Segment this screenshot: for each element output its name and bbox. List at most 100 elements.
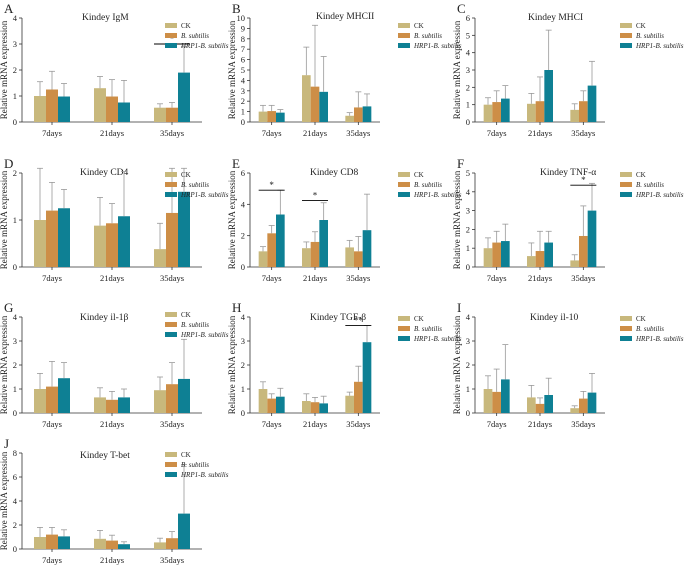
legend-label: HRP1-B. subtilis xyxy=(180,471,229,479)
chart-title: Kindey TGF-β xyxy=(310,313,366,323)
legend-label: HRP1-B. subtilis xyxy=(635,335,684,343)
legend-swatch xyxy=(620,182,632,187)
bar xyxy=(302,75,311,122)
y-tick-label: 5 xyxy=(241,65,245,75)
x-tick-label: 7days xyxy=(42,419,62,429)
panel-i: I Kindey il-10 Relative mRNA expression 0 1 2… xyxy=(452,300,684,429)
bar xyxy=(544,395,553,413)
bar xyxy=(492,102,501,122)
legend-swatch xyxy=(620,336,632,341)
y-tick-label: 5 xyxy=(466,30,470,40)
bar xyxy=(58,536,70,549)
legend-swatch xyxy=(165,23,177,28)
y-tick-label: 0 xyxy=(466,408,470,418)
legend-label: CK xyxy=(636,22,646,30)
y-tick-label: 2 xyxy=(241,231,245,241)
y-tick-label: 4 xyxy=(241,199,246,209)
bar xyxy=(354,381,363,413)
bar xyxy=(587,85,597,122)
legend-swatch xyxy=(165,462,177,467)
bar xyxy=(34,389,46,413)
bar xyxy=(166,107,178,122)
x-tick-label: 7days xyxy=(487,273,507,283)
bar xyxy=(587,210,597,267)
y-tick-label: 3 xyxy=(13,336,17,346)
bar xyxy=(492,391,501,413)
bar xyxy=(154,390,166,413)
bar xyxy=(118,102,130,122)
x-tick-label: 21days xyxy=(100,419,124,429)
bar xyxy=(354,251,363,267)
legend-label: B. subtilis xyxy=(636,325,664,333)
legend-label: HRP1-B. subtilis xyxy=(635,191,684,199)
bar xyxy=(166,384,178,413)
bar xyxy=(483,248,493,267)
bar xyxy=(258,251,268,267)
bar xyxy=(58,378,70,413)
bar xyxy=(544,70,553,122)
chart-title: Kindey TNF-α xyxy=(540,168,596,178)
legend-label: B. subtilis xyxy=(181,461,209,469)
bar xyxy=(527,397,536,413)
bar xyxy=(46,386,58,413)
bar xyxy=(58,208,70,267)
panel-letter: C xyxy=(457,1,466,16)
significance-label: ** xyxy=(354,315,364,325)
y-tick-label: 4 xyxy=(241,312,246,322)
legend-label: HRP1-B. subtilis xyxy=(413,191,462,199)
y-tick-label: 2 xyxy=(13,65,17,75)
legend-label: CK xyxy=(414,315,424,323)
bar xyxy=(535,403,545,413)
bar xyxy=(34,220,46,267)
legend-swatch xyxy=(398,192,410,197)
x-tick-label: 7days xyxy=(42,128,62,138)
y-axis-label: Relative mRNA expression xyxy=(227,20,237,119)
legend-swatch xyxy=(165,472,177,477)
bar xyxy=(178,378,190,413)
panel-f: F Kindey TNF-α Relative mRNA expression 0 1 2… xyxy=(452,156,684,283)
bar xyxy=(166,212,178,267)
y-tick-label: 1 xyxy=(241,384,245,394)
y-tick-label: 0 xyxy=(466,117,470,127)
bar xyxy=(267,111,276,122)
y-tick-label: 0 xyxy=(13,117,17,127)
bar xyxy=(46,210,58,267)
panel-a: A Kindey IgM Relative mRNA expression 0 1 2 3 4… xyxy=(0,1,229,138)
x-tick-label: 35days xyxy=(571,128,595,138)
y-tick-label: 6 xyxy=(466,13,470,23)
bar xyxy=(94,538,106,549)
bar xyxy=(310,86,320,122)
legend-label: B. subtilis xyxy=(636,32,664,40)
bar xyxy=(483,104,493,122)
bar xyxy=(94,225,106,267)
legend-swatch xyxy=(165,322,177,327)
legend-swatch xyxy=(398,326,410,331)
bar xyxy=(267,398,276,413)
x-tick-label: 35days xyxy=(571,273,595,283)
panel-g: G Kindey il-1β Relative mRNA expression 0 1 2… xyxy=(0,300,229,429)
x-tick-label: 35days xyxy=(160,128,184,138)
bar xyxy=(535,251,545,267)
bar xyxy=(46,89,58,122)
panel-c: C Kindey MHCI Relative mRNA expression 0 1 2 3… xyxy=(452,1,684,138)
y-tick-label: 0 xyxy=(241,408,245,418)
y-tick-label: 1 xyxy=(13,384,17,394)
legend-label: B. subtilis xyxy=(414,325,442,333)
legend-label: HRP1-B. subtilis xyxy=(180,42,229,50)
bar xyxy=(319,403,328,413)
bar xyxy=(527,103,536,122)
y-tick-label: 4 xyxy=(13,312,18,322)
legend-swatch xyxy=(620,172,632,177)
chart-title: Kindey MHCII xyxy=(316,12,374,22)
legend-label: CK xyxy=(414,171,424,179)
bar xyxy=(118,216,130,267)
panel-h: H Kindey TGF-β Relative mRNA expression 0 1 2… xyxy=(227,300,462,429)
legend-label: HRP1-B. subtilis xyxy=(180,331,229,339)
x-tick-label: 35days xyxy=(571,419,595,429)
y-tick-label: 4 xyxy=(241,75,246,85)
panel-letter: E xyxy=(232,156,240,171)
bar xyxy=(310,241,320,267)
y-tick-label: 3 xyxy=(466,206,470,216)
y-tick-label: 1 xyxy=(13,91,17,101)
